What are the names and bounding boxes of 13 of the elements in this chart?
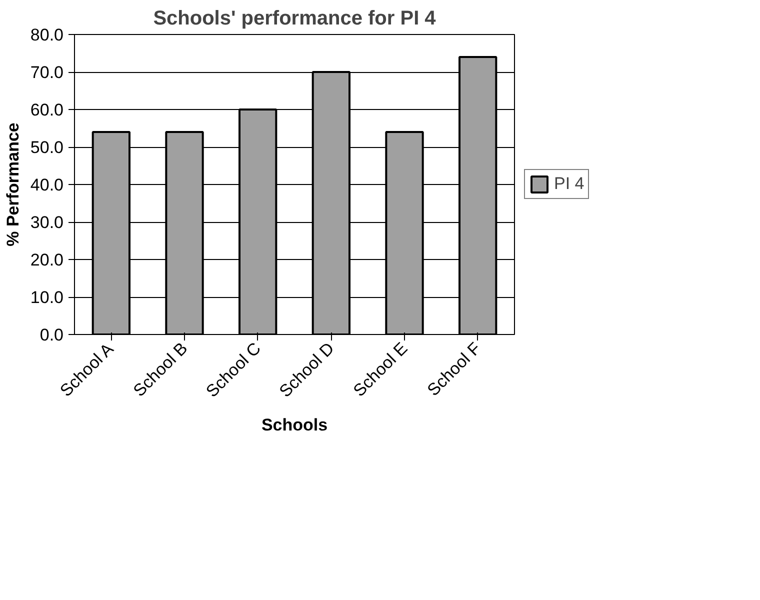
x-axis-title: Schools [261,416,328,435]
y-axis-title: % Performance [3,122,22,246]
y-tick-label: 60.0 [30,100,64,120]
chart-title: Schools' performance for PI 4 [153,8,437,30]
y-tick-label: 30.0 [30,213,64,232]
y-tick-label: 50.0 [30,138,64,157]
y-tick-label: 40.0 [30,176,64,194]
y-tick-label: 20.0 [30,250,64,270]
y-tick-label: 70.0 [30,63,64,82]
y-tick-label: 80.0 [30,26,64,44]
legend-label: PI 4 [554,174,584,194]
y-tick-label: 10.0 [30,288,64,307]
y-tick-label: 0.0 [40,326,64,344]
